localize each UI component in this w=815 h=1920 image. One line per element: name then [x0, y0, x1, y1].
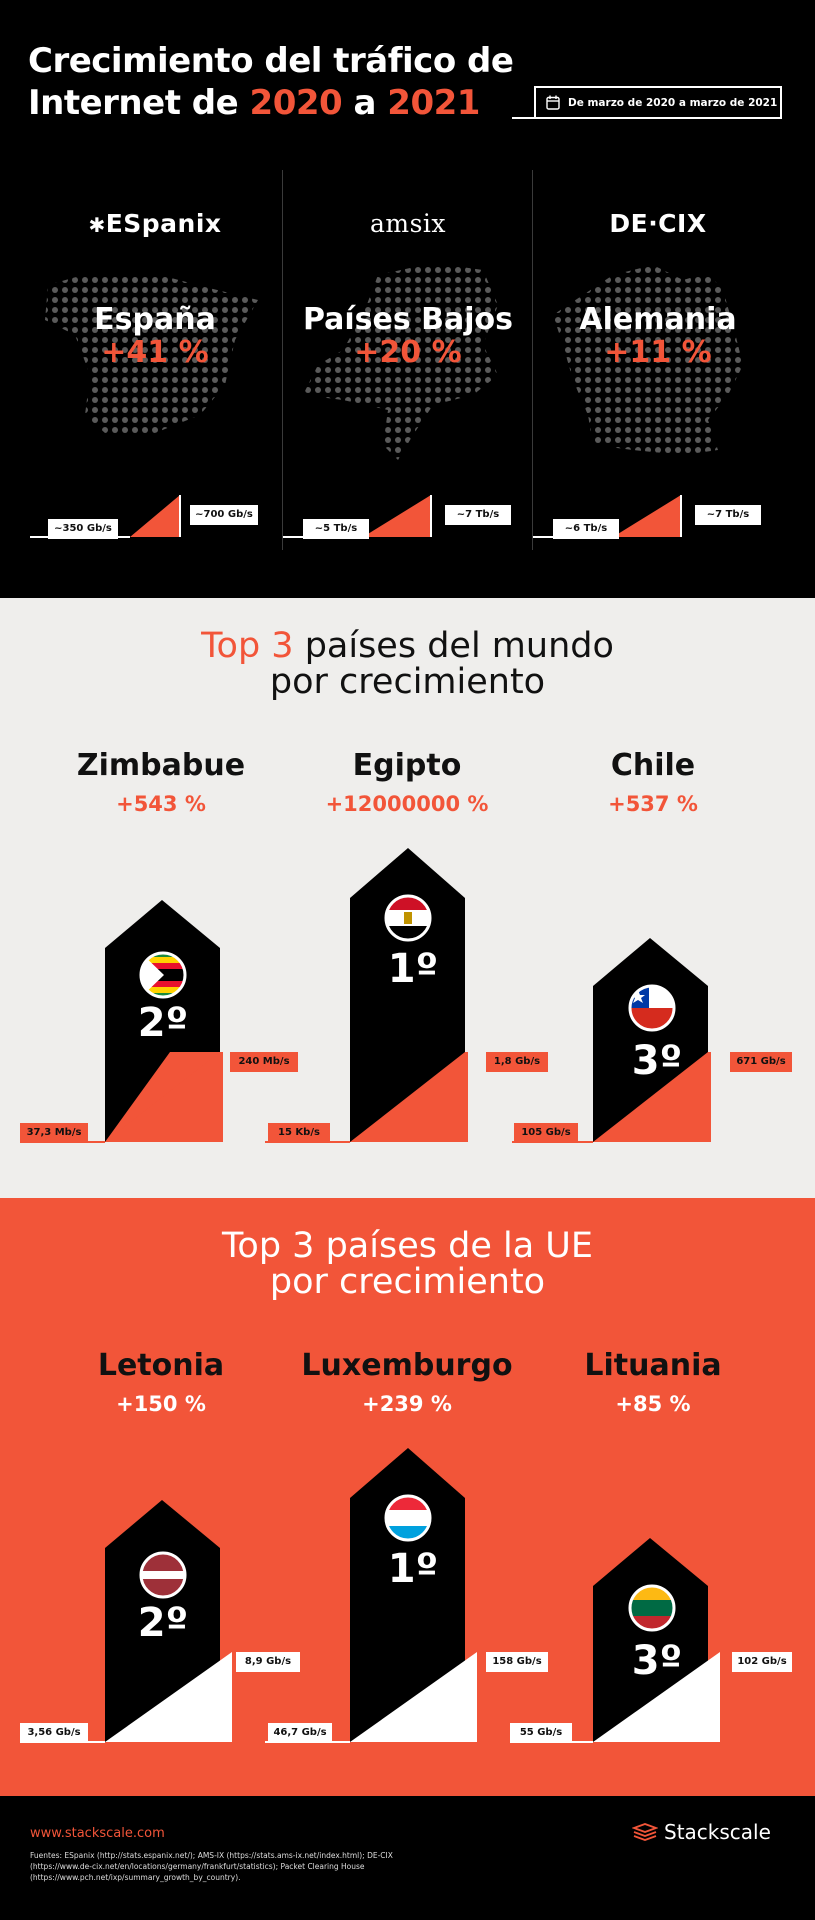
- ixp-espanix: ✱ESpanix España +41 % ~350 Gb/s ~700 Gb/…: [30, 165, 280, 565]
- amsix-logo: amsix: [369, 209, 447, 238]
- ixp-decix: DE·CIX Alemania +11 % ~6 Tb/s ~7 Tb/s: [533, 165, 783, 565]
- traffic-to-label: 240 Mb/s: [230, 1052, 298, 1072]
- page-title: Crecimiento del tráfico de Internet de 2…: [28, 40, 514, 124]
- rank-badge: 2º: [137, 1000, 189, 1046]
- country-netherlands: Países Bajos: [302, 302, 514, 337]
- ixp-amsix: amsix Países Bajos +20 % ~5 Tb/s ~7 Tb/s: [283, 165, 533, 565]
- country-spain: España: [94, 302, 216, 337]
- world-top3-section: Top 3 países del mundo por crecimiento Z…: [0, 598, 815, 1198]
- traffic-to-label: ~7 Tb/s: [445, 505, 511, 525]
- date-range-badge: De marzo de 2020 a marzo de 2021: [534, 86, 782, 119]
- country-growth: +85 %: [615, 1392, 691, 1416]
- rank-badge: 1º: [387, 946, 439, 992]
- growth-netherlands: +20 %: [354, 335, 462, 370]
- germany-map-icon: [553, 265, 743, 455]
- title-year-end: 2021: [387, 83, 480, 123]
- country-growth: +12000000 %: [325, 792, 489, 816]
- decix-logo: DE·CIX: [609, 209, 707, 238]
- sources-text: Fuentes: ESpanix (http://stats.espanix.n…: [30, 1851, 393, 1882]
- title-year-start: 2020: [249, 83, 343, 123]
- column-divider: [532, 170, 533, 550]
- title-line-1: Crecimiento del tráfico de: [28, 41, 514, 81]
- rank-tower: [20, 900, 223, 1143]
- latvia-flag: [139, 1551, 187, 1599]
- rank-tower: [512, 1538, 720, 1743]
- traffic-from-label: 55 Gb/s: [510, 1723, 572, 1743]
- traffic-to-label: 158 Gb/s: [486, 1652, 548, 1672]
- column-divider: [282, 170, 283, 550]
- date-range-text: De marzo de 2020 a marzo de 2021: [568, 96, 778, 109]
- traffic-from-label: ~5 Tb/s: [303, 519, 369, 539]
- stackscale-logo-icon: [632, 1823, 658, 1841]
- stackscale-logo: Stackscale: [632, 1820, 771, 1844]
- footer: www.stackscale.com Fuentes: ESpanix (htt…: [0, 1796, 815, 1920]
- rank-badge: 1º: [387, 1546, 439, 1592]
- traffic-from-label: 15 Kb/s: [268, 1123, 330, 1143]
- country-growth: +543 %: [116, 792, 206, 816]
- traffic-to-label: 1,8 Gb/s: [486, 1052, 548, 1072]
- traffic-to-label: ~700 Gb/s: [190, 505, 258, 525]
- traffic-from-label: 105 Gb/s: [514, 1123, 578, 1143]
- growth-germany: +11 %: [604, 335, 712, 370]
- rank-tower: [512, 938, 711, 1143]
- country-name: Egipto: [352, 748, 462, 783]
- title-line-2: Internet de 2020 a 2021: [28, 83, 480, 123]
- netherlands-map-icon: [303, 263, 498, 460]
- growth-spain: +41 %: [101, 335, 209, 370]
- luxembourg-flag: [384, 1494, 432, 1542]
- traffic-to-label: ~7 Tb/s: [695, 505, 761, 525]
- website-link[interactable]: www.stackscale.com: [30, 1826, 165, 1841]
- traffic-from-label: 37,3 Mb/s: [20, 1123, 88, 1143]
- traffic-to-label: 102 Gb/s: [732, 1652, 792, 1672]
- eu-top3-section: Top 3 países de la UE por crecimiento Le…: [0, 1198, 815, 1796]
- traffic-to-label: 8,9 Gb/s: [236, 1652, 300, 1672]
- country-name: Luxemburgo: [301, 1348, 513, 1383]
- rank-badge: 2º: [137, 1600, 189, 1646]
- ixp-section: Crecimiento del tráfico de Internet de 2…: [0, 0, 815, 598]
- chile-flag: [628, 984, 676, 1032]
- espanix-logo-mark-icon: ✱: [88, 213, 106, 237]
- espanix-logo: ✱ESpanix: [88, 209, 222, 238]
- zimbabwe-flag: [139, 951, 187, 999]
- country-growth: +239 %: [362, 1392, 452, 1416]
- traffic-from-label: ~350 Gb/s: [48, 519, 118, 539]
- country-name: Chile: [610, 748, 696, 783]
- title-rule: [512, 117, 534, 119]
- traffic-from-label: 3,56 Gb/s: [20, 1723, 88, 1743]
- traffic-to-label: 671 Gb/s: [730, 1052, 792, 1072]
- calendar-icon: [546, 95, 560, 110]
- rank-tower: [20, 1500, 232, 1743]
- world-section-title: Top 3 países del mundo por crecimiento: [201, 626, 614, 702]
- country-name: Letonia: [97, 1348, 225, 1383]
- lithuania-flag: [628, 1584, 676, 1632]
- spain-map-icon: [45, 273, 258, 435]
- egypt-flag: [384, 894, 432, 942]
- rank-badge: 3º: [631, 1638, 683, 1684]
- country-growth: +150 %: [116, 1392, 206, 1416]
- rank-badge: 3º: [631, 1038, 683, 1084]
- rank-tower: [265, 1448, 477, 1743]
- country-germany: Alemania: [579, 302, 737, 337]
- traffic-from-label: 46,7 Gb/s: [268, 1723, 332, 1743]
- country-name: Zimbabue: [76, 748, 246, 783]
- country-name: Lituania: [584, 1348, 722, 1383]
- country-growth: +537 %: [608, 792, 698, 816]
- eu-section-title: Top 3 países de la UE por crecimiento: [221, 1226, 594, 1302]
- traffic-from-label: ~6 Tb/s: [553, 519, 619, 539]
